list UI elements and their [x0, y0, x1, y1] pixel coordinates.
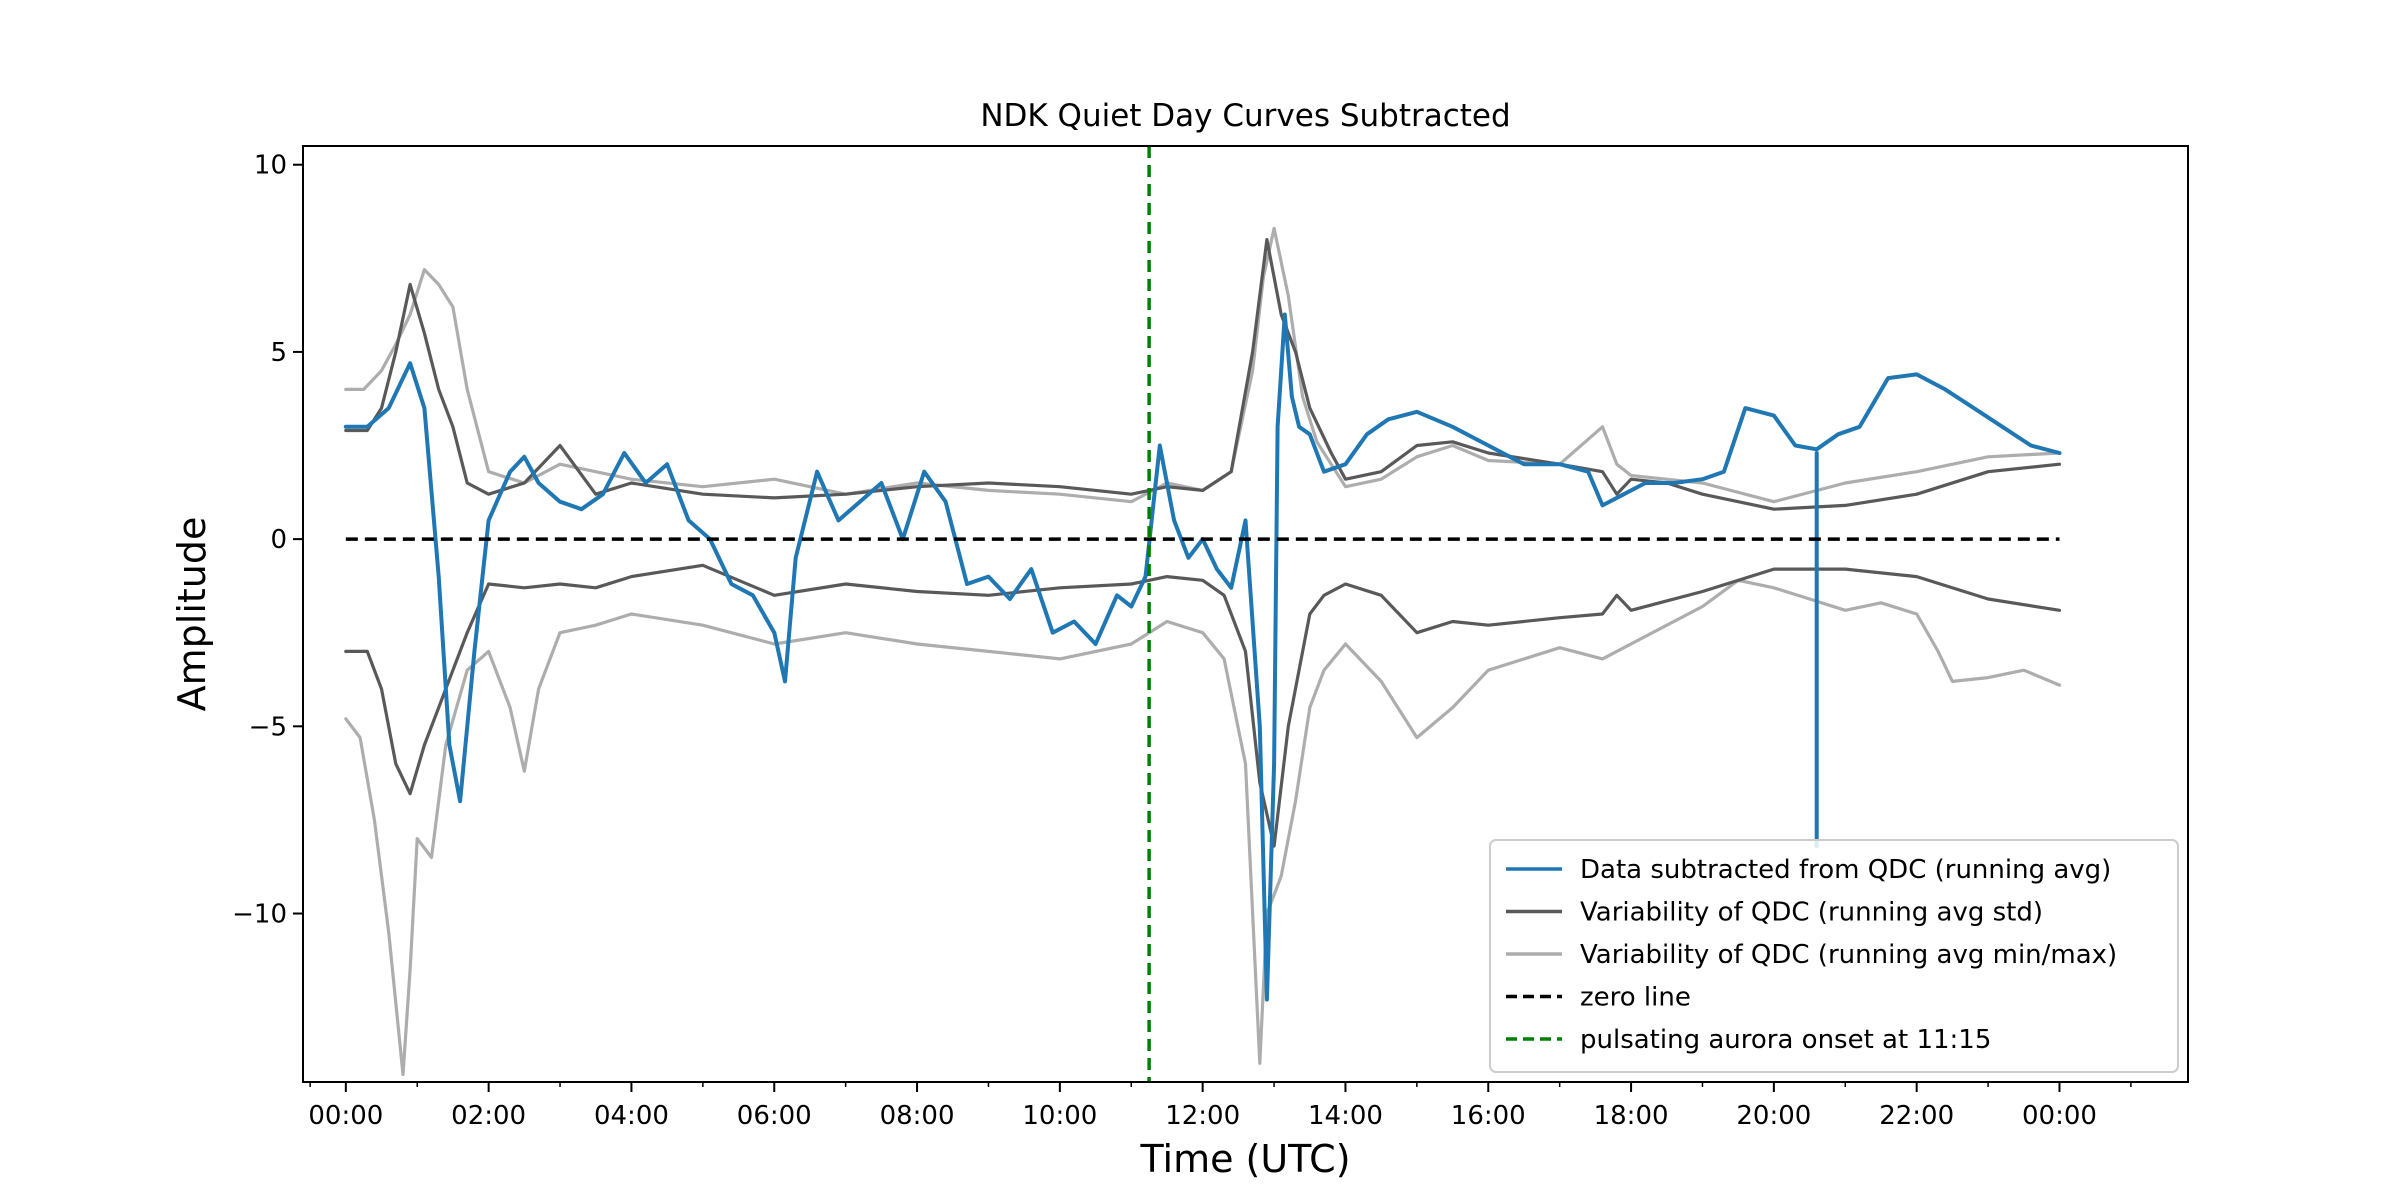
x-tick-label: 06:00 — [737, 1101, 812, 1131]
x-tick-label: 20:00 — [1736, 1101, 1811, 1131]
legend-box — [1489, 839, 2179, 1073]
plot-frame — [302, 145, 2189, 1083]
y-tick-label: 10 — [254, 151, 287, 181]
legend-label: Variability of QDC (running avg std) — [1580, 898, 2043, 928]
x-axis: 00:00 02:00 04:00 06:00 08:00 10:00 12:00 14:00… — [308, 1082, 2132, 1131]
x-tick-label: 04:00 — [594, 1101, 669, 1131]
x-tick-label: 08:00 — [880, 1101, 955, 1131]
x-tick-label: 12:00 — [1165, 1101, 1240, 1131]
x-tick-label: 10:00 — [1022, 1101, 1097, 1131]
series-line-3 — [344, 563, 2062, 848]
y-tick-label: 0 — [270, 525, 287, 555]
legend: Data subtracted from QDC (running avg) Va… — [1489, 839, 2179, 1073]
series-line-4 — [343, 312, 2062, 1002]
legend-label: Variability of QDC (running avg min/max) — [1580, 940, 2117, 970]
legend-label: pulsating aurora onset at 11:15 — [1580, 1025, 1991, 1055]
x-tick-label: 00:00 — [308, 1101, 383, 1131]
legend-label: zero line — [1580, 983, 1691, 1013]
x-tick-label: 22:00 — [1879, 1101, 1954, 1131]
series-layer — [343, 226, 2062, 1077]
chart-title: NDK Quiet Day Curves Subtracted — [980, 98, 1510, 134]
legend-label: Data subtracted from QDC (running avg) — [1580, 855, 2111, 885]
y-tick-label: −10 — [232, 900, 287, 930]
y-tick-label: −5 — [249, 712, 287, 742]
y-axis-label: Amplitude — [170, 517, 214, 712]
reference-lines — [345, 146, 2060, 1082]
x-tick-label: 00:00 — [2022, 1101, 2097, 1131]
x-tick-label: 14:00 — [1308, 1101, 1383, 1131]
series-line-1 — [344, 578, 2062, 1077]
series-line-2 — [344, 238, 2062, 511]
x-tick-label: 18:00 — [1594, 1101, 1669, 1131]
x-axis-label: Time (UTC) — [1139, 1137, 1350, 1181]
x-tick-label: 02:00 — [451, 1101, 526, 1131]
x-tick-label: 16:00 — [1451, 1101, 1526, 1131]
y-tick-label: 5 — [270, 338, 287, 368]
y-axis: 10 5 0 −5 −10 — [232, 151, 303, 930]
